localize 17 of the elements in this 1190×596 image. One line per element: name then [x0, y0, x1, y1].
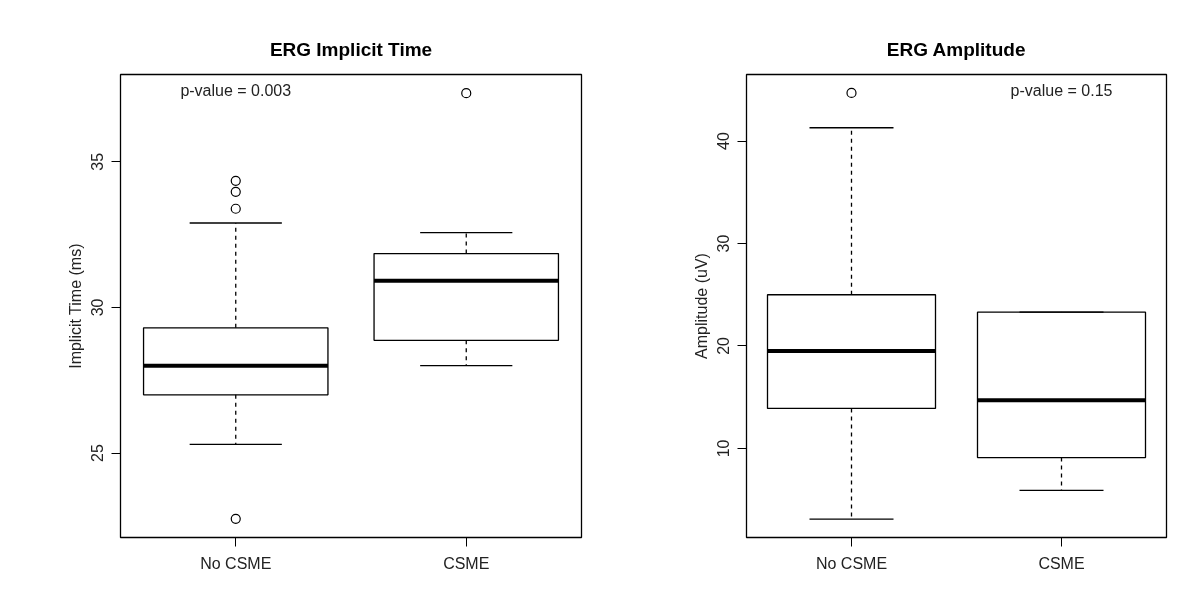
y-tick-label: 30 — [715, 234, 733, 253]
x-tick-label: CSME — [443, 554, 490, 572]
y-tick-label: 40 — [715, 132, 733, 150]
y-axis-title: Implicit Time (ms) — [66, 243, 84, 369]
chart-title: ERG Implicit Time — [269, 38, 433, 60]
y-tick-label: 20 — [715, 336, 733, 355]
x-tick-label: No CSME — [815, 554, 888, 572]
chart-title: ERG Amplitude — [886, 38, 1026, 60]
y-tick-label: 35 — [89, 152, 107, 171]
y-tick-label: 10 — [715, 439, 733, 458]
y-axis-title: Amplitude (uV) — [692, 253, 710, 359]
x-tick-label: No CSME — [200, 554, 272, 572]
annotation: p-value = 0.003 — [180, 82, 292, 100]
annotation: p-value = 0.15 — [1010, 82, 1113, 100]
y-tick-label: 25 — [89, 444, 107, 462]
x-tick-label: CSME — [1038, 554, 1085, 572]
y-tick-label: 30 — [89, 298, 107, 317]
